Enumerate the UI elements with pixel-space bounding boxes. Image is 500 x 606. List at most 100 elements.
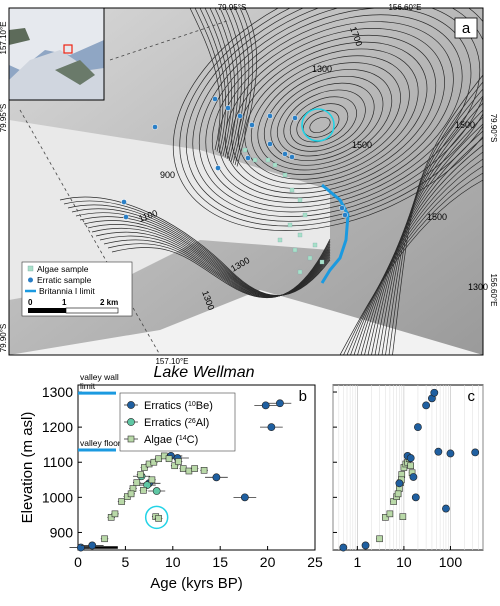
erratic-point xyxy=(446,449,455,458)
erratic-sample-marker xyxy=(292,115,298,121)
erratic-point xyxy=(406,454,415,462)
algae-sample-marker xyxy=(297,197,303,203)
sample-markers xyxy=(121,96,348,275)
algae-point xyxy=(155,455,162,463)
x-axis-label: Age (kyrs BP) xyxy=(150,575,243,592)
y-tick-label: 1000 xyxy=(42,489,73,505)
erratic-legend-marker xyxy=(28,277,33,283)
erratic-be-point xyxy=(76,543,85,552)
contour-line xyxy=(309,116,331,134)
y-tick-label: 1100 xyxy=(43,454,73,470)
erratic-be-point xyxy=(212,473,221,482)
erratic-sample-marker xyxy=(282,151,288,157)
erratic-point xyxy=(361,541,370,550)
coord-label: 157.10°E xyxy=(0,21,8,54)
coord-label: 79.95°S xyxy=(0,104,8,133)
contour-line xyxy=(229,8,246,163)
legend-marker xyxy=(127,401,135,409)
contour-label: 1500 xyxy=(455,120,475,130)
contour-line xyxy=(289,96,357,148)
algae-sample-marker xyxy=(312,242,318,248)
algae-point xyxy=(140,487,147,494)
algae-sample-marker xyxy=(319,259,325,265)
highlight-circle xyxy=(144,505,169,530)
algae-point xyxy=(200,467,208,474)
algae-point xyxy=(118,498,125,505)
contour-line xyxy=(205,8,472,208)
legend-label: Erratics (26Al) xyxy=(144,417,209,429)
map-frame xyxy=(8,7,484,356)
y-tick-label: 900 xyxy=(50,524,74,540)
scalebar-white xyxy=(65,307,119,314)
chart-legend xyxy=(119,392,236,452)
glacier-lower xyxy=(9,290,483,355)
coord-label: 157.10°E xyxy=(155,357,188,366)
legend-erratic-label: Erratic sample xyxy=(37,275,92,285)
contour-line xyxy=(224,28,445,194)
erratic-sample-marker xyxy=(225,105,231,111)
contour-line xyxy=(234,8,254,166)
algae-point xyxy=(141,464,148,471)
scalebar-label: 2 km xyxy=(100,298,118,307)
algae-sample-marker xyxy=(307,255,313,261)
contour-label: 1500 xyxy=(427,212,447,222)
x-tick-label: 15 xyxy=(212,554,228,570)
contour-line xyxy=(270,75,384,162)
erratic-sample-marker xyxy=(249,122,255,128)
x-tick-label: 0 xyxy=(74,554,82,570)
legend-limit-label: Britannia I limit xyxy=(39,286,95,296)
y-tick-label: 1200 xyxy=(42,419,73,435)
erratic-point xyxy=(471,448,480,457)
annotation-label: valley wall xyxy=(80,372,119,382)
contour-line xyxy=(111,239,331,299)
coord-label: 79.95°S xyxy=(218,3,247,12)
erratic-point xyxy=(414,423,422,432)
y-axis-label: Elevation (m asl) xyxy=(19,412,36,524)
glacier-surface xyxy=(9,120,330,300)
scalebar-black xyxy=(28,308,66,313)
contour-line xyxy=(204,8,229,155)
algae-point xyxy=(137,471,144,478)
contour-labels: 1700 1300 1500 1500 900 1100 1300 1300 1… xyxy=(137,25,488,311)
erratic-al-point xyxy=(143,481,152,489)
chart-c: 1 10 100 c xyxy=(332,384,484,570)
erratic-al-point xyxy=(152,487,161,495)
x-tick-label: 25 xyxy=(307,554,323,570)
contour-line xyxy=(107,240,331,298)
legend-marker xyxy=(127,418,135,426)
map-panel-label: a xyxy=(462,20,471,37)
contour-line xyxy=(218,21,454,199)
contour-line xyxy=(236,8,258,167)
erratic-point xyxy=(409,473,418,481)
contour-line xyxy=(79,216,331,297)
scalebar-label: 0 xyxy=(28,298,33,307)
algae-point xyxy=(101,535,108,543)
algae-point xyxy=(382,514,389,521)
inset-map xyxy=(8,7,105,101)
erratic-sample-marker xyxy=(215,165,221,171)
erratic-point xyxy=(442,504,450,513)
erratic-point xyxy=(339,543,348,552)
contour-label: 1300 xyxy=(468,282,488,292)
algae-point xyxy=(155,515,162,522)
contour-line xyxy=(257,62,401,171)
x-tick-label: 100 xyxy=(439,554,463,570)
algae-point xyxy=(165,455,173,463)
erratic-sample-marker xyxy=(245,155,251,161)
x-tick-label: 10 xyxy=(165,554,181,570)
coord-label: 156.60°E xyxy=(489,273,498,306)
algae-sample-marker xyxy=(277,237,283,243)
algae-point xyxy=(191,465,198,472)
algae-legend-marker xyxy=(27,265,34,272)
legend-algae-label: Algae sample xyxy=(37,264,89,274)
contour-lines xyxy=(59,8,483,355)
erratic-point xyxy=(411,493,420,502)
contour-line xyxy=(214,8,236,158)
algae-point xyxy=(148,476,156,484)
contour-line xyxy=(194,8,224,152)
erratic-be-point xyxy=(261,401,270,410)
contour-line xyxy=(199,8,227,154)
legend-label: Erratics (10Be) xyxy=(144,400,213,412)
erratic-point xyxy=(422,401,431,410)
